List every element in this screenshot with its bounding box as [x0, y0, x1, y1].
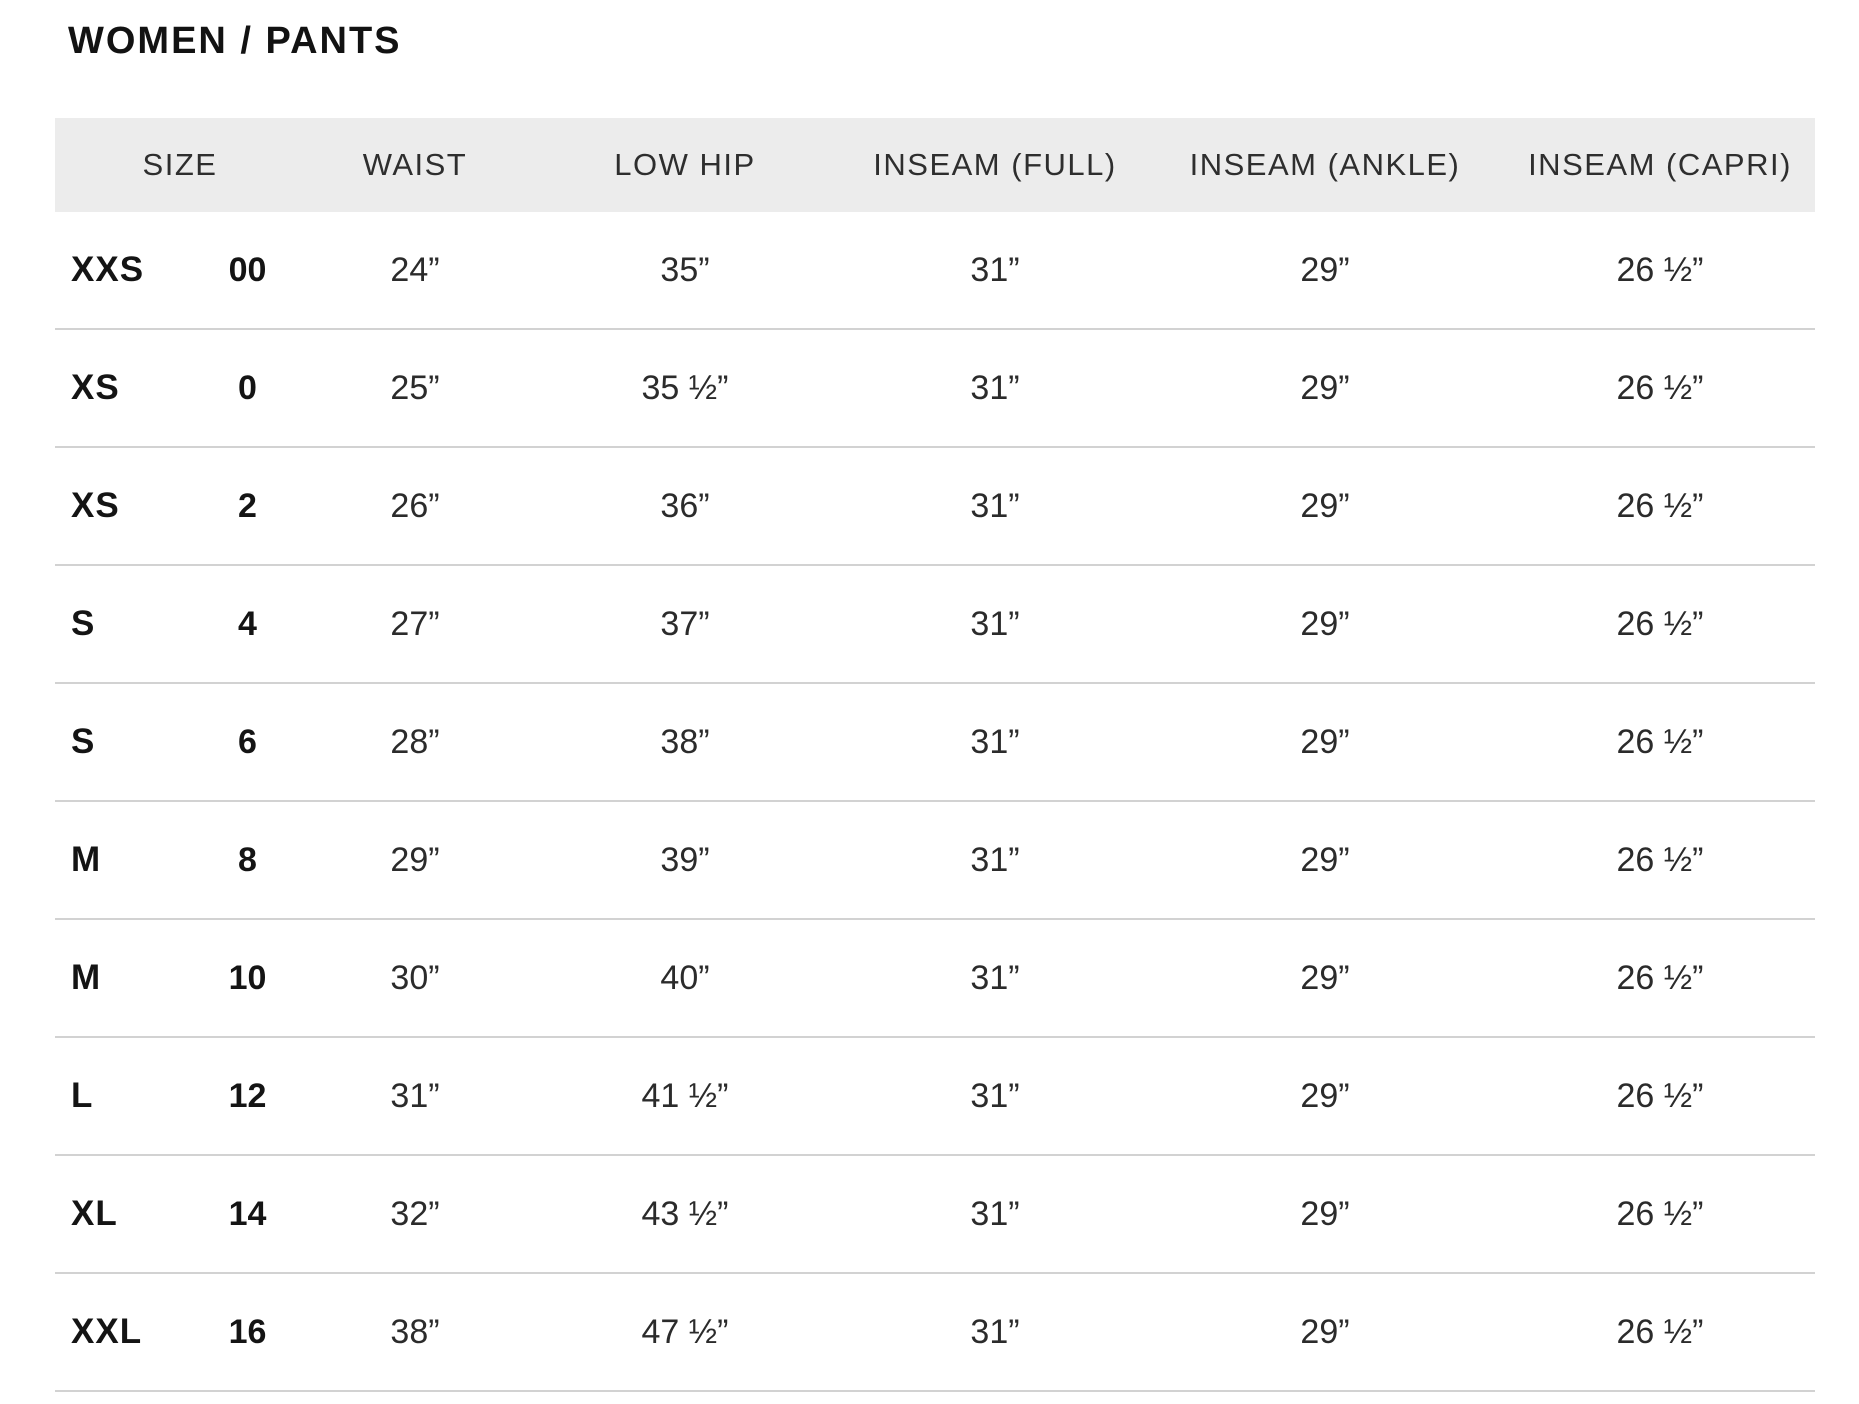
column-header-low-hip: LOW HIP: [614, 147, 756, 182]
waist-cell: 30”: [390, 958, 440, 997]
waist-cell: 27”: [390, 604, 440, 643]
inseam-ankle-cell: 29”: [1300, 958, 1350, 997]
table-row: XS 0 25” 35 ½” 31” 29” 26 ½”: [55, 330, 1815, 448]
size-letter-cell: S: [71, 722, 96, 761]
inseam-full-cell: 31”: [970, 840, 1020, 879]
inseam-capri-cell: 26 ½”: [1616, 1076, 1704, 1115]
inseam-capri-cell: 26 ½”: [1616, 1312, 1704, 1351]
size-letter-cell: XS: [71, 368, 120, 407]
waist-cell: 24”: [390, 250, 440, 289]
waist-cell: 32”: [390, 1194, 440, 1233]
size-letter-cell: S: [71, 604, 96, 643]
inseam-ankle-cell: 29”: [1300, 250, 1350, 289]
inseam-full-cell: 31”: [970, 722, 1020, 761]
size-letter-cell: M: [71, 958, 102, 997]
size-number-cell: 0: [238, 368, 257, 407]
size-letter-cell: XS: [71, 486, 120, 525]
inseam-ankle-cell: 29”: [1300, 840, 1350, 879]
low-hip-cell: 35 ½”: [641, 368, 729, 407]
waist-cell: 25”: [390, 368, 440, 407]
size-number-cell: 10: [228, 958, 267, 997]
size-letter-cell: L: [71, 1076, 94, 1115]
size-number-cell: 14: [228, 1194, 267, 1233]
column-header-inseam-ankle: INSEAM (ANKLE): [1189, 147, 1461, 182]
inseam-capri-cell: 26 ½”: [1616, 958, 1704, 997]
size-chart-table: SIZE WAIST LOW HIP INSEAM (FULL) INSEAM …: [55, 118, 1815, 1392]
size-letter-cell: XXL: [71, 1312, 143, 1351]
table-row: M 8 29” 39” 31” 29” 26 ½”: [55, 802, 1815, 920]
inseam-full-cell: 31”: [970, 368, 1020, 407]
inseam-full-cell: 31”: [970, 958, 1020, 997]
inseam-ankle-cell: 29”: [1300, 486, 1350, 525]
table-row: XXS 00 24” 35” 31” 29” 26 ½”: [55, 212, 1815, 330]
table-row: XS 2 26” 36” 31” 29” 26 ½”: [55, 448, 1815, 566]
column-header-size: SIZE: [142, 147, 218, 182]
low-hip-cell: 43 ½”: [641, 1194, 729, 1233]
size-number-cell: 6: [238, 722, 257, 761]
inseam-full-cell: 31”: [970, 604, 1020, 643]
inseam-capri-cell: 26 ½”: [1616, 486, 1704, 525]
inseam-full-cell: 31”: [970, 486, 1020, 525]
waist-cell: 26”: [390, 486, 440, 525]
low-hip-cell: 36”: [660, 486, 710, 525]
inseam-capri-cell: 26 ½”: [1616, 604, 1704, 643]
column-header-inseam-full: INSEAM (FULL): [873, 147, 1117, 182]
inseam-capri-cell: 26 ½”: [1616, 250, 1704, 289]
low-hip-cell: 37”: [660, 604, 710, 643]
inseam-ankle-cell: 29”: [1300, 722, 1350, 761]
table-row: L 12 31” 41 ½” 31” 29” 26 ½”: [55, 1038, 1815, 1156]
inseam-ankle-cell: 29”: [1300, 368, 1350, 407]
waist-cell: 29”: [390, 840, 440, 879]
inseam-full-cell: 31”: [970, 1194, 1020, 1233]
low-hip-cell: 39”: [660, 840, 710, 879]
inseam-capri-cell: 26 ½”: [1616, 840, 1704, 879]
size-number-cell: 4: [238, 604, 257, 643]
waist-cell: 28”: [390, 722, 440, 761]
size-number-cell: 00: [228, 250, 267, 289]
size-letter-cell: M: [71, 840, 102, 879]
low-hip-cell: 35”: [660, 250, 710, 289]
size-letter-cell: XL: [71, 1194, 118, 1233]
inseam-ankle-cell: 29”: [1300, 1194, 1350, 1233]
table-header-row: SIZE WAIST LOW HIP INSEAM (FULL) INSEAM …: [55, 118, 1815, 212]
size-letter-cell: XXS: [71, 250, 145, 289]
low-hip-cell: 40”: [660, 958, 710, 997]
size-number-cell: 12: [228, 1076, 267, 1115]
table-row: XL 14 32” 43 ½” 31” 29” 26 ½”: [55, 1156, 1815, 1274]
inseam-full-cell: 31”: [970, 1076, 1020, 1115]
table-body: XXS 00 24” 35” 31” 29” 26 ½” XS 0 25” 35…: [55, 212, 1815, 1392]
size-number-cell: 8: [238, 840, 257, 879]
low-hip-cell: 41 ½”: [641, 1076, 729, 1115]
size-number-cell: 2: [238, 486, 257, 525]
waist-cell: 38”: [390, 1312, 440, 1351]
inseam-capri-cell: 26 ½”: [1616, 1194, 1704, 1233]
low-hip-cell: 47 ½”: [641, 1312, 729, 1351]
column-header-waist: WAIST: [362, 147, 468, 182]
inseam-ankle-cell: 29”: [1300, 604, 1350, 643]
inseam-full-cell: 31”: [970, 1312, 1020, 1351]
page-title: WOMEN / PANTS: [68, 20, 402, 62]
table-row: S 4 27” 37” 31” 29” 26 ½”: [55, 566, 1815, 684]
size-number-cell: 16: [228, 1312, 267, 1351]
inseam-ankle-cell: 29”: [1300, 1312, 1350, 1351]
waist-cell: 31”: [390, 1076, 440, 1115]
column-header-inseam-capri: INSEAM (CAPRI): [1528, 147, 1792, 182]
inseam-capri-cell: 26 ½”: [1616, 368, 1704, 407]
inseam-ankle-cell: 29”: [1300, 1076, 1350, 1115]
low-hip-cell: 38”: [660, 722, 710, 761]
inseam-full-cell: 31”: [970, 250, 1020, 289]
table-row: M 10 30” 40” 31” 29” 26 ½”: [55, 920, 1815, 1038]
inseam-capri-cell: 26 ½”: [1616, 722, 1704, 761]
table-row: XXL 16 38” 47 ½” 31” 29” 26 ½”: [55, 1274, 1815, 1392]
table-row: S 6 28” 38” 31” 29” 26 ½”: [55, 684, 1815, 802]
